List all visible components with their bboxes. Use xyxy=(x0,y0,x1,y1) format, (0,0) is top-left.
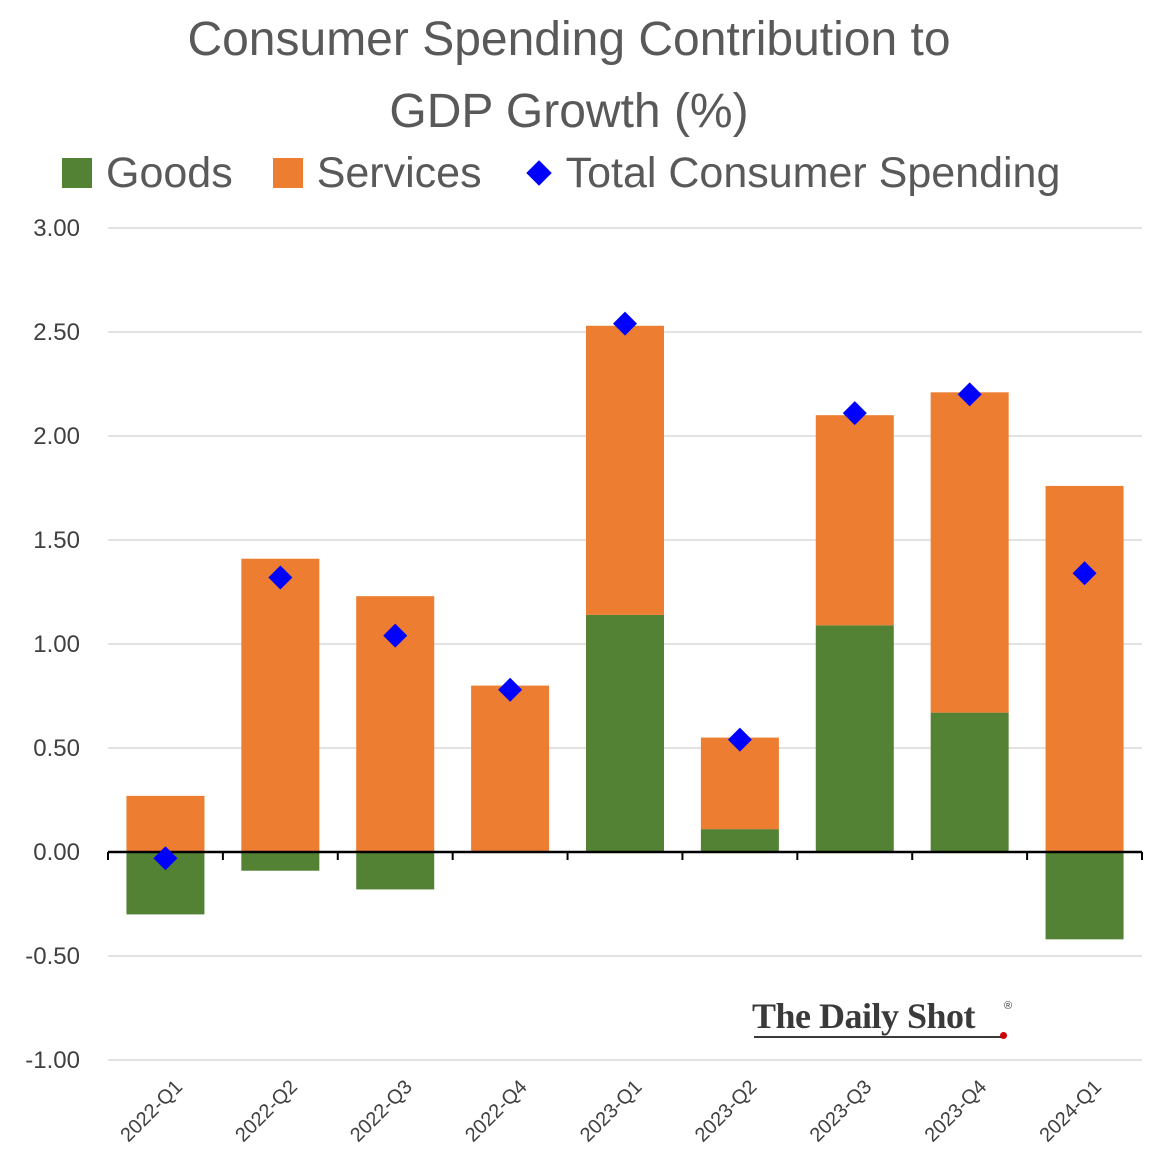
bar-goods xyxy=(930,712,1009,852)
x-tick-label: 2022-Q2 xyxy=(231,1076,302,1147)
bar-goods xyxy=(586,614,664,852)
watermark-dot xyxy=(1000,1032,1007,1039)
chart-legend: Goods Services Total Consumer Spending xyxy=(62,148,1100,198)
marker-total xyxy=(957,382,982,407)
x-tick-label: 2023-Q3 xyxy=(806,1076,877,1147)
bar-services xyxy=(586,325,664,615)
bar-goods xyxy=(700,829,779,852)
bar-services xyxy=(1045,485,1124,852)
y-tick-label: 1.00 xyxy=(33,631,80,658)
y-tick-label: 1.50 xyxy=(33,527,80,554)
bar-services xyxy=(471,685,550,852)
x-tick-label: 2022-Q4 xyxy=(461,1076,532,1147)
y-tick-label: -1.00 xyxy=(25,1047,80,1074)
marker-total xyxy=(1072,561,1097,586)
bar-goods xyxy=(356,852,435,890)
x-tick-label: 2023-Q2 xyxy=(691,1076,762,1147)
watermark-registered-mark: ® xyxy=(1004,1000,1013,1012)
y-tick-label: 2.50 xyxy=(33,319,80,346)
bar-goods xyxy=(241,852,320,871)
marker-total xyxy=(268,565,293,590)
x-tick-label: 2022-Q3 xyxy=(346,1076,417,1147)
bar-services xyxy=(815,415,894,626)
legend-item-total: Total Consumer Spending xyxy=(522,148,1061,198)
chart-title-line-1: Consumer Spending Contribution to xyxy=(187,13,951,66)
watermark-logo: The Daily Shot xyxy=(752,996,976,1036)
marker-total xyxy=(383,623,408,648)
legend-label-total: Total Consumer Spending xyxy=(565,148,1061,197)
y-tick-label: -0.50 xyxy=(25,943,80,970)
y-tick-label: 0.00 xyxy=(33,839,80,866)
bar-services xyxy=(126,795,205,852)
bar-services xyxy=(700,737,779,830)
bar-goods xyxy=(815,625,894,852)
x-tick-label: 2022-Q1 xyxy=(116,1076,187,1147)
marker-total xyxy=(498,677,523,702)
legend-label-goods: Goods xyxy=(106,148,233,197)
legend-swatch-goods xyxy=(62,158,92,188)
bar-services xyxy=(930,392,1009,713)
legend-label-services: Services xyxy=(316,148,482,197)
legend-swatch-services xyxy=(272,158,303,188)
marker-total xyxy=(613,311,637,336)
marker-total xyxy=(842,401,867,426)
x-tick-label: 2023-Q1 xyxy=(576,1076,647,1147)
y-tick-label: 2.00 xyxy=(33,423,80,450)
bar-services xyxy=(241,558,320,852)
chart-title-line-2: GDP Growth (%) xyxy=(389,85,749,138)
y-tick-label: 3.00 xyxy=(33,215,80,242)
watermark-underline xyxy=(754,1036,1002,1038)
x-tick-label: 2023-Q4 xyxy=(921,1076,992,1147)
y-tick-label: 0.50 xyxy=(33,735,80,762)
marker-total xyxy=(153,846,178,871)
marker-total xyxy=(727,727,752,752)
chart-title: Consumer Spending Contribution to GDP Gr… xyxy=(0,4,1138,148)
bar-goods xyxy=(1045,852,1124,940)
legend-item-services: Services xyxy=(272,148,482,198)
x-tick-label: 2024-Q1 xyxy=(1035,1076,1106,1147)
legend-item-goods: Goods xyxy=(62,149,233,198)
